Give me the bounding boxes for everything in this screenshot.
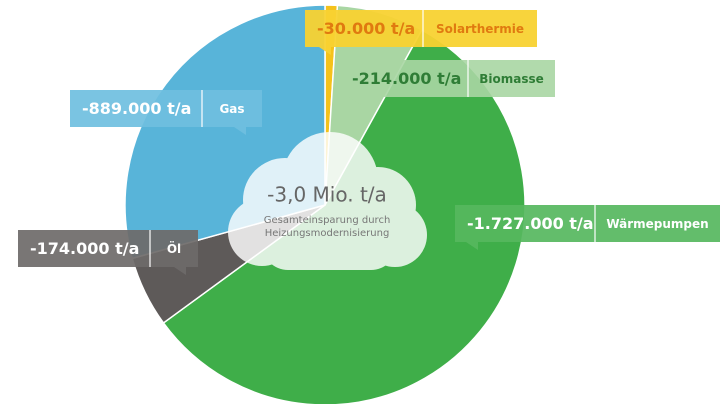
category-label: Biomasse: [479, 72, 544, 86]
value-label: -214.000 t/a: [352, 69, 461, 88]
category-label: Solarthermie: [436, 22, 524, 36]
category-label: Gas: [219, 102, 244, 116]
label-tail: [349, 97, 361, 105]
category-label: Wärmepumpen: [606, 217, 708, 231]
label-tail: [466, 242, 478, 250]
value-label: -30.000 t/a: [317, 19, 415, 38]
center-caption: Gesamteinsparung durch: [264, 215, 391, 226]
center-caption: Heizungsmodernisierung: [265, 228, 390, 239]
center-label: -3,0 Mio. t/a: [267, 183, 387, 207]
label-box: [305, 10, 537, 47]
value-label: -174.000 t/a: [30, 239, 139, 258]
label-box: [18, 230, 198, 267]
value-label: -889.000 t/a: [82, 99, 191, 118]
label-box: [70, 90, 262, 127]
label-tail: [319, 47, 331, 55]
center-cloud: [228, 132, 427, 270]
label-tail: [234, 127, 246, 135]
label-box: [455, 205, 720, 242]
category-label: Öl: [167, 241, 181, 256]
label-box: [340, 60, 555, 97]
value-label: -1.727.000 t/a: [467, 214, 594, 233]
label-tail: [174, 267, 186, 275]
